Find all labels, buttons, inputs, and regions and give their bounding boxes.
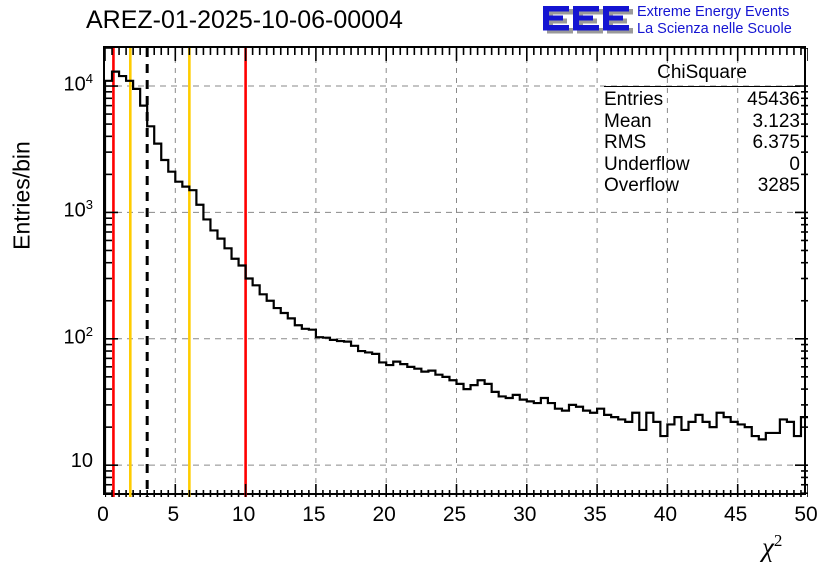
- x-tick-label: 45: [724, 503, 748, 526]
- y-tick-label: 103: [63, 197, 93, 223]
- y-tick-label: 104: [63, 71, 93, 96]
- stats-row: RMS 6.375: [604, 132, 800, 154]
- eee-logo-line1: Extreme Energy Events: [637, 4, 790, 20]
- eee-logo-mark: [543, 6, 633, 34]
- stats-row: Underflow 0: [604, 154, 800, 176]
- x-tick-label: 15: [302, 503, 326, 526]
- x-tick-label: 20: [372, 503, 396, 526]
- stats-row-value: 6.375: [752, 132, 800, 153]
- stats-row-value: 45436: [747, 89, 800, 110]
- x-axis-title: χ2: [762, 531, 782, 563]
- y-tick-label: 102: [63, 323, 93, 349]
- x-tick-label: 5: [167, 503, 180, 526]
- y-axis-title: Entries/bin: [8, 141, 35, 250]
- axis-ticks: [105, 48, 808, 497]
- eee-logo-text: Extreme Energy Events La Scienza nelle S…: [637, 4, 836, 37]
- stats-box-rows: Entries 45436 Mean 3.123 RMS 6.375 Underflow 0 O…: [604, 89, 800, 197]
- x-tick-label: 50: [794, 503, 818, 526]
- page-title: AREZ-01-2025-10-06-00004: [86, 6, 403, 34]
- x-axis-title-exponent: 2: [773, 531, 783, 550]
- stats-row: Entries 45436: [604, 89, 800, 111]
- eee-logo: Extreme Energy Events La Scienza nelle S…: [541, 3, 833, 43]
- x-tick-label: 25: [442, 503, 467, 526]
- histogram-curve: [105, 70, 808, 497]
- cut-marker-lines: [112, 48, 247, 497]
- stats-box-title: ChiSquare: [657, 62, 747, 83]
- stats-box: ChiSquare Entries 45436 Mean 3.123 RMS 6.375 U…: [604, 62, 800, 197]
- x-tick-label: 35: [583, 503, 607, 526]
- histogram-canvas: [105, 48, 808, 497]
- x-tick-label: 10: [231, 503, 256, 526]
- stats-row: Mean 3.123: [604, 111, 800, 133]
- stats-row-value: 0: [789, 153, 800, 175]
- stats-row-key: Underflow: [604, 153, 690, 175]
- stats-row-key: RMS: [604, 132, 647, 153]
- stats-row: Overflow 3285: [604, 175, 800, 197]
- stats-row-key: Entries: [604, 89, 664, 110]
- x-tick-label: 0: [97, 503, 109, 526]
- x-tick-label: 40: [653, 503, 678, 526]
- stats-row-value: 3.123: [752, 110, 800, 132]
- stats-row-value: 3285: [757, 175, 800, 196]
- stats-row-key: Overflow: [604, 175, 679, 196]
- y-tick-label: 10: [70, 450, 93, 473]
- x-axis-title-symbol: χ: [762, 532, 774, 562]
- plot-frame: [103, 46, 808, 497]
- eee-logo-line2: La Scienza nelle Scuole: [637, 20, 792, 37]
- stats-row-key: Mean: [604, 110, 652, 132]
- stats-box-divider: [604, 86, 800, 87]
- x-tick-label: 30: [513, 503, 537, 526]
